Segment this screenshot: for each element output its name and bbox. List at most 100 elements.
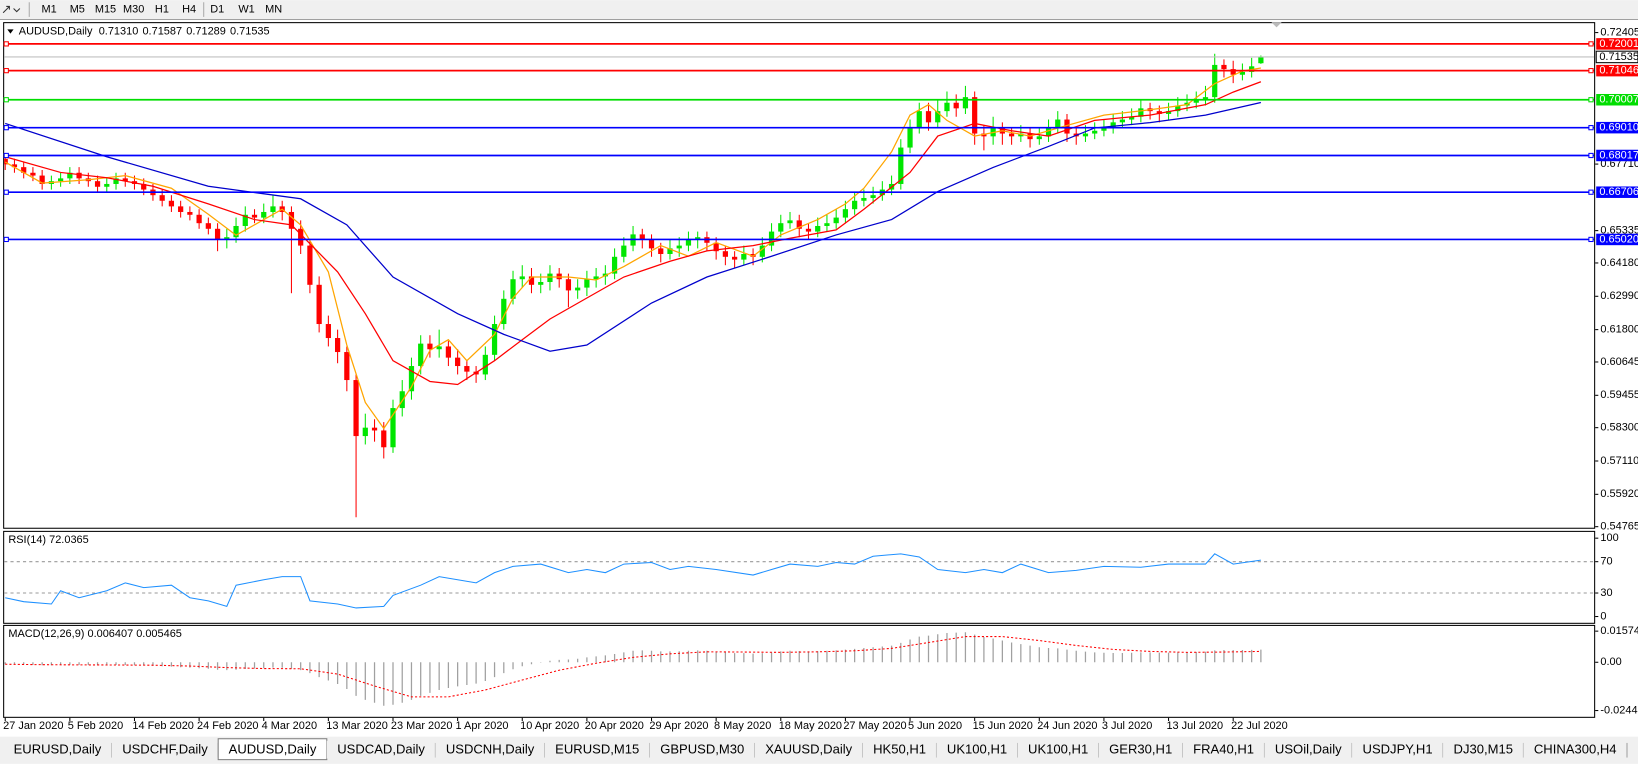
tab-label[interactable]: USOil,Daily	[1275, 742, 1342, 757]
candle-body	[242, 214, 248, 226]
tab[interactable]: EURUSD,Daily	[3, 740, 113, 759]
candle-body	[1008, 133, 1015, 137]
candle-body	[371, 427, 378, 431]
candle-body	[593, 276, 599, 280]
y-tick-label: 0.60645	[1600, 356, 1638, 368]
candle-body	[205, 223, 211, 229]
y-tick-label: 0.61800	[1600, 324, 1638, 336]
y-tick-label: 0.59455	[1600, 389, 1638, 401]
tab-background[interactable]	[1182, 740, 1265, 759]
level-handle[interactable]	[1588, 125, 1594, 131]
tab[interactable]: GER30,H1	[1098, 740, 1184, 759]
candle-body	[815, 225, 821, 232]
level-handle[interactable]	[1588, 97, 1594, 103]
tab-background[interactable]	[1264, 740, 1353, 759]
tab-label[interactable]: AUDUSD,Daily	[229, 742, 317, 757]
candle-body	[565, 279, 572, 291]
tab[interactable]: UK100,H1	[936, 740, 1019, 759]
tab-label[interactable]: USDJPY,H1	[1363, 742, 1433, 757]
tab[interactable]: UK100,H1	[1017, 740, 1100, 759]
candle-body	[334, 338, 341, 353]
tab-label[interactable]: UK100,H1	[1028, 742, 1088, 757]
timeframe-button[interactable]: D1	[210, 3, 224, 15]
tab-background[interactable]	[3, 740, 112, 759]
tab-label[interactable]: DJ30,M15	[1454, 742, 1513, 757]
tab-label[interactable]: CHINA300,H4	[1534, 742, 1617, 757]
tab[interactable]: AUDUSD,Daily	[217, 738, 328, 761]
tab[interactable]: USDCHF,Daily	[111, 740, 219, 759]
tab[interactable]: CHINA300,H4	[1523, 740, 1628, 759]
tab[interactable]: USDCAD,Daily	[326, 740, 436, 759]
tab-background[interactable]	[862, 740, 937, 759]
candle-body	[741, 253, 747, 260]
level-handle[interactable]	[3, 97, 9, 103]
tab-background[interactable]	[649, 740, 755, 759]
timeframe-button[interactable]: M1	[41, 3, 56, 15]
candle-body	[575, 287, 581, 291]
tab-label[interactable]: USDCNH,Daily	[446, 742, 535, 757]
tab-label[interactable]: USDCHF,Daily	[122, 742, 208, 757]
tab-label[interactable]: EURUSD,M15	[555, 742, 639, 757]
candle-body	[768, 231, 775, 246]
timeframe-button[interactable]: MN	[265, 3, 282, 15]
candle-body	[658, 248, 664, 254]
level-handle[interactable]	[1588, 189, 1594, 195]
tab-background[interactable]	[1017, 740, 1099, 759]
tab-label[interactable]: GER30,H1	[1109, 742, 1172, 757]
level-handle[interactable]	[3, 68, 9, 74]
tab-label[interactable]: EURUSD,Daily	[14, 742, 102, 757]
level-handle[interactable]	[1588, 68, 1594, 74]
level-handle[interactable]	[3, 152, 9, 159]
level-handle[interactable]	[3, 189, 9, 195]
tab-background[interactable]	[1443, 740, 1524, 759]
timeframe-button[interactable]: W1	[238, 3, 254, 15]
rsi-title: RSI(14) 72.0365	[8, 534, 88, 546]
tab-background[interactable]	[754, 740, 863, 759]
candle-body	[1221, 64, 1227, 70]
timeframe-button[interactable]: M5	[70, 3, 85, 15]
tab-label[interactable]: GBPUSD,M30	[660, 742, 744, 757]
tab-background[interactable]	[435, 740, 545, 759]
timeframe-button[interactable]: H4	[182, 3, 196, 15]
level-handle[interactable]	[1588, 41, 1594, 47]
tab-background[interactable]	[1523, 740, 1628, 759]
level-handle[interactable]	[3, 41, 9, 47]
level-handle[interactable]	[1588, 236, 1594, 243]
tab-label[interactable]: FRA40,H1	[1193, 742, 1254, 757]
tab-background[interactable]	[544, 740, 650, 759]
timeframe-button[interactable]: H1	[155, 3, 169, 15]
tab[interactable]: EURUSD,M15	[544, 740, 651, 759]
tab[interactable]: USDCNH,Daily	[435, 740, 546, 759]
level-handle[interactable]	[1588, 152, 1594, 159]
tab-label[interactable]: UK100,H1	[947, 742, 1007, 757]
x-tick-label: 10 Apr 2020	[520, 720, 579, 732]
toolbar-icon[interactable]	[2, 5, 21, 14]
tab-background[interactable]	[326, 740, 436, 759]
level-handle[interactable]	[3, 236, 9, 243]
timeframe-button[interactable]: M15	[95, 3, 116, 15]
tab-label[interactable]: USDCAD,Daily	[337, 742, 425, 757]
tab-label[interactable]: XAUUSD,Daily	[765, 742, 852, 757]
tab[interactable]: HK50,H1	[862, 740, 938, 759]
tab[interactable]: USDJPY,H1	[1352, 740, 1444, 759]
tab[interactable]: XAUUSD,Daily	[754, 740, 864, 759]
tab-background[interactable]	[1352, 740, 1444, 759]
collapse-arrow[interactable]	[7, 29, 14, 34]
level-handle[interactable]	[3, 125, 9, 131]
tab[interactable]: FRA40,H1	[1182, 740, 1265, 759]
tab[interactable]: USOil,Daily	[1264, 740, 1353, 759]
candle-body	[141, 183, 147, 190]
tab[interactable]: DJ30,M15	[1443, 740, 1524, 759]
tab[interactable]: GBPUSD,M30	[649, 740, 756, 759]
tab-background[interactable]	[111, 740, 219, 759]
level-label: 0.68017	[1599, 149, 1638, 161]
candle-body	[1230, 69, 1236, 75]
current-price-label: 0.71535	[1599, 51, 1638, 63]
tab-background[interactable]	[1098, 740, 1183, 759]
candle-body	[491, 324, 498, 355]
tab-background[interactable]	[936, 740, 1018, 759]
moving-average	[4, 67, 1261, 430]
tab-label[interactable]: HK50,H1	[873, 742, 926, 757]
timeframe-button[interactable]: M30	[123, 3, 144, 15]
